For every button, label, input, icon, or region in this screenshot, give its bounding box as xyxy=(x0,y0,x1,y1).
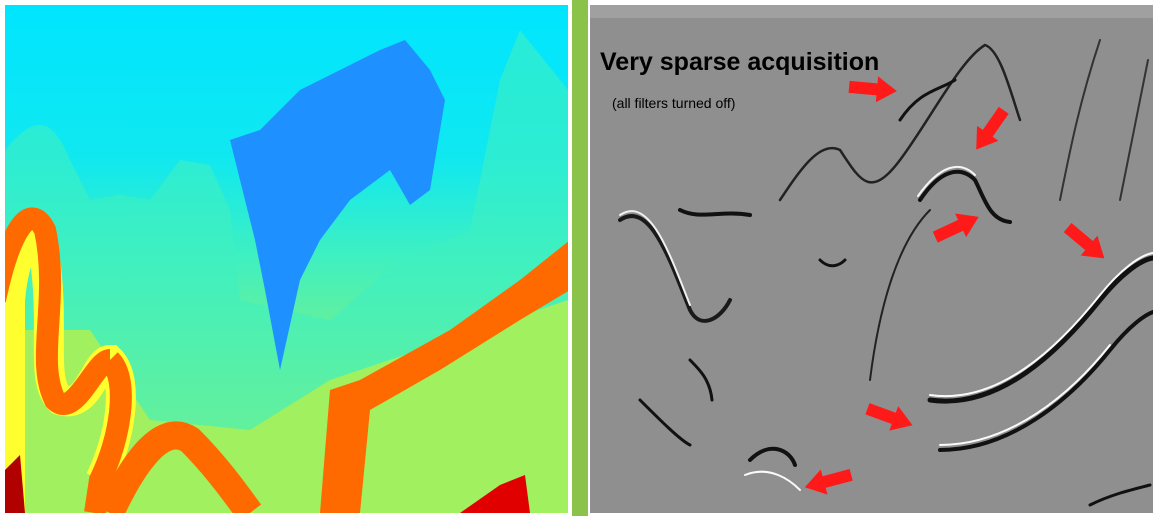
divider xyxy=(572,0,588,516)
annotation-subtitle: (all filters turned off) xyxy=(612,95,735,111)
velocity-model xyxy=(0,5,570,513)
page: Very sparse acquisition (all filters tur… xyxy=(0,0,1153,516)
figure: Very sparse acquisition (all filters tur… xyxy=(0,0,1153,516)
annotation-title: Very sparse acquisition xyxy=(600,48,879,76)
seismic-image: Very sparse acquisition (all filters tur… xyxy=(588,0,1153,516)
